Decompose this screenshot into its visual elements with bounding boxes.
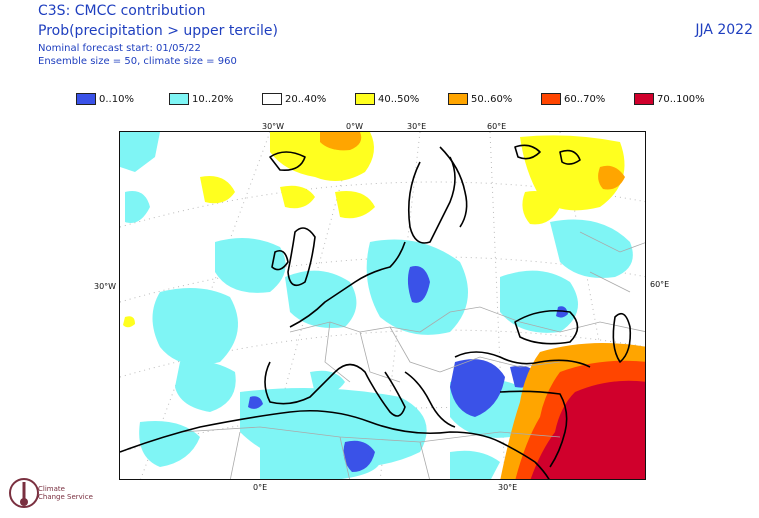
logo-line: Climate [38, 485, 65, 493]
legend-label: 40..50% [378, 93, 420, 105]
legend-swatch [634, 93, 654, 105]
legend-item: 40..50% [355, 93, 448, 105]
legend: 0..10% 10..20% 20..40% 40..50% 50..60% 6… [76, 93, 727, 105]
legend-swatch [262, 93, 282, 105]
prob-40-50-areas [123, 132, 625, 328]
logo-text: Climate Change Service [38, 485, 93, 502]
legend-item: 10..20% [169, 93, 262, 105]
probability-map [119, 131, 646, 480]
legend-label: 0..10% [99, 93, 134, 105]
legend-item: 50..60% [448, 93, 541, 105]
header: C3S: CMCC contribution Prob(precipitatio… [38, 4, 278, 67]
c3s-logo [9, 478, 39, 508]
legend-swatch [355, 93, 375, 105]
legend-item: 0..10% [76, 93, 169, 105]
map-canvas [120, 132, 645, 479]
top-axis-label: 60°E [487, 122, 507, 131]
title-line: C3S: CMCC contribution [38, 3, 206, 19]
prob-70-100-areas [530, 380, 645, 479]
bottom-axis-label: 0°E [253, 483, 268, 492]
right-axis-label: 60°E [650, 280, 670, 289]
legend-item: 70..100% [634, 93, 727, 105]
variable-line: Prob(precipitation > upper tercile) [38, 23, 278, 39]
top-axis-label: 30°W [262, 122, 285, 131]
ensemble-line: Ensemble size = 50, climate size = 960 [38, 56, 237, 67]
legend-swatch [541, 93, 561, 105]
logo-line: Change Service [38, 493, 93, 502]
forecast-start-line: Nominal forecast start: 01/05/22 [38, 43, 201, 54]
top-axis-label: 0°W [346, 122, 363, 131]
country-borders [179, 231, 645, 479]
legend-label: 50..60% [471, 93, 513, 105]
left-axis-label: 30°W [94, 282, 117, 291]
legend-label: 10..20% [192, 93, 234, 105]
legend-swatch [169, 93, 189, 105]
legend-label: 70..100% [657, 93, 705, 105]
coastlines [120, 144, 632, 479]
legend-item: 60..70% [541, 93, 634, 105]
legend-label: 20..40% [285, 93, 327, 105]
legend-item: 20..40% [262, 93, 355, 105]
top-axis-label: 30°E [407, 122, 427, 131]
legend-swatch [448, 93, 468, 105]
bottom-axis-label: 30°E [498, 483, 518, 492]
legend-label: 60..70% [564, 93, 606, 105]
season-label: JJA 2022 [695, 22, 753, 38]
legend-swatch [76, 93, 96, 105]
